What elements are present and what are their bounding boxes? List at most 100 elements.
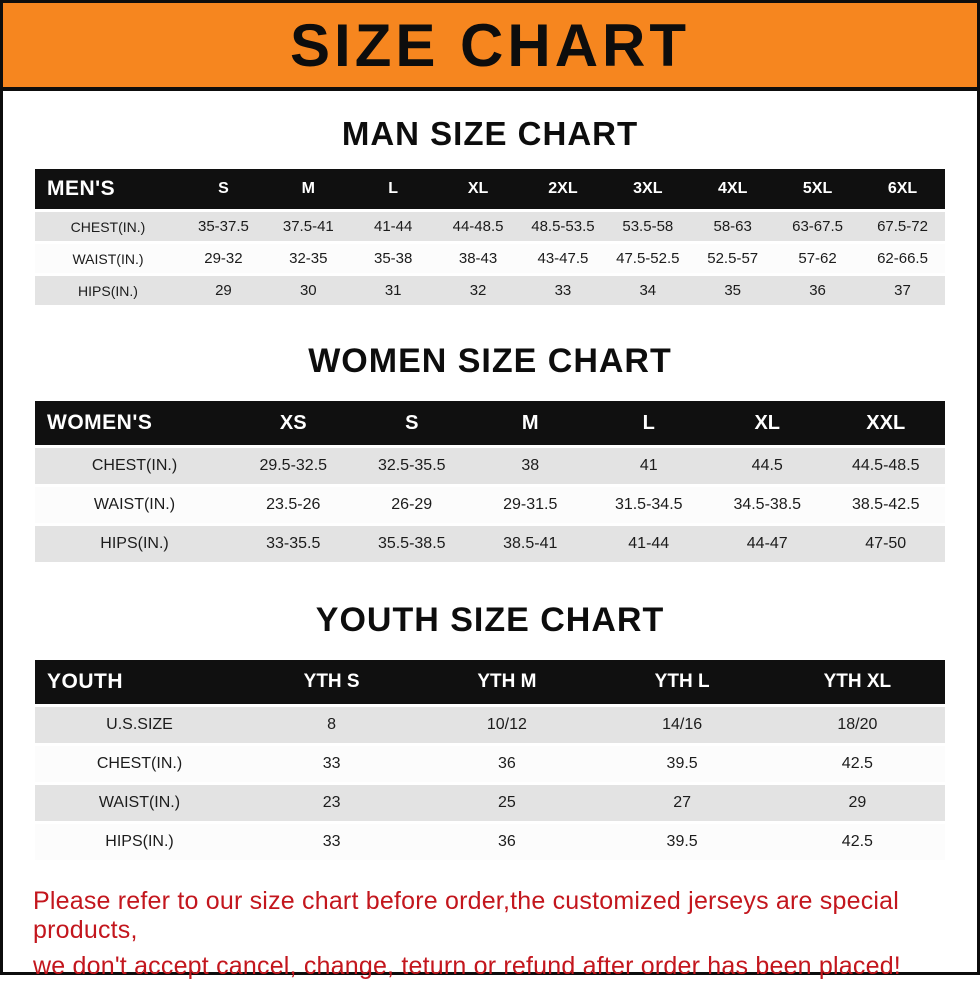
size-column-header: 2XL [520, 169, 606, 209]
size-column-header: 6XL [860, 169, 945, 209]
size-column-header: XL [708, 401, 827, 445]
size-value: 34.5-38.5 [708, 487, 827, 523]
size-value: 25 [419, 785, 595, 821]
size-value: 47.5-52.5 [605, 244, 691, 273]
size-value: 36 [775, 276, 860, 305]
table-corner-label: WOMEN'S [35, 401, 234, 445]
size-value: 8 [244, 707, 420, 743]
men-size-chart-section: MAN SIZE CHART MEN'S S M L XL 2XL 3XL 4XL 5XL 6XL… [3, 115, 977, 308]
size-value: 57-62 [775, 244, 860, 273]
size-value: 26-29 [352, 487, 471, 523]
size-value: 38.5-41 [471, 526, 590, 562]
size-value: 63-67.5 [775, 212, 860, 241]
table-header-row: YOUTH YTH S YTH M YTH L YTH XL [35, 660, 945, 704]
size-column-header: YTH L [594, 660, 770, 704]
size-value: 41-44 [350, 212, 436, 241]
size-value: 42.5 [769, 746, 945, 782]
youth-size-chart-section: YOUTH SIZE CHART YOUTH YTH S YTH M YTH L YTH… [3, 601, 977, 863]
size-value: 31 [350, 276, 436, 305]
row-label: HIPS(IN.) [35, 526, 234, 562]
table-row: CHEST(IN.) 33 36 39.5 42.5 [35, 746, 945, 782]
size-value: 29 [181, 276, 266, 305]
size-column-header: L [589, 401, 708, 445]
men-section-title: MAN SIZE CHART [341, 115, 639, 152]
table-corner-label: MEN'S [35, 169, 181, 209]
size-column-header: M [471, 401, 590, 445]
size-column-header: YTH M [419, 660, 595, 704]
size-column-header: YTH XL [769, 660, 945, 704]
size-value: 58-63 [690, 212, 776, 241]
page-title: SIZE CHART [290, 11, 690, 79]
table-corner-label: YOUTH [35, 660, 244, 704]
table-row: WAIST(IN.) 29-32 32-35 35-38 38-43 43-47.5 47.… [35, 244, 945, 273]
banner: SIZE CHART [3, 3, 977, 91]
size-value: 32 [435, 276, 521, 305]
size-value: 41-44 [589, 526, 708, 562]
size-value: 62-66.5 [860, 244, 945, 273]
size-value: 44.5 [708, 448, 827, 484]
size-value: 35 [690, 276, 776, 305]
size-value: 41 [589, 448, 708, 484]
size-column-header: M [265, 169, 351, 209]
row-label: WAIST(IN.) [35, 244, 181, 273]
table-row: HIPS(IN.) 33-35.5 35.5-38.5 38.5-41 41-44 44-… [35, 526, 945, 562]
size-column-header: 3XL [605, 169, 691, 209]
youth-section-title: YOUTH SIZE CHART [315, 601, 665, 639]
size-value: 39.5 [594, 824, 770, 860]
size-value: 43-47.5 [520, 244, 606, 273]
size-value: 44-48.5 [435, 212, 521, 241]
row-label: WAIST(IN.) [35, 785, 244, 821]
table-row: WAIST(IN.) 23.5-26 26-29 29-31.5 31.5-34.5 34… [35, 487, 945, 523]
size-value: 14/16 [594, 707, 770, 743]
size-value: 67.5-72 [860, 212, 945, 241]
table-header-row: MEN'S S M L XL 2XL 3XL 4XL 5XL 6XL [35, 169, 945, 209]
table-row: U.S.SIZE 8 10/12 14/16 18/20 [35, 707, 945, 743]
size-value: 37 [860, 276, 945, 305]
men-size-table: MEN'S S M L XL 2XL 3XL 4XL 5XL 6XL CHEST(IN.) 35-37… [35, 166, 945, 308]
size-value: 35-38 [350, 244, 436, 273]
size-column-header: S [352, 401, 471, 445]
size-column-header: 5XL [775, 169, 860, 209]
size-value: 35-37.5 [181, 212, 266, 241]
size-value: 53.5-58 [605, 212, 691, 241]
row-label: HIPS(IN.) [35, 824, 244, 860]
table-header-row: WOMEN'S XS S M L XL XXL [35, 401, 945, 445]
size-value: 39.5 [594, 746, 770, 782]
order-note: Please refer to our size chart before or… [33, 887, 977, 981]
size-value: 37.5-41 [265, 212, 351, 241]
size-value: 34 [605, 276, 691, 305]
note-line-1: Please refer to our size chart before or… [33, 887, 900, 944]
size-value: 33 [520, 276, 606, 305]
size-value: 31.5-34.5 [589, 487, 708, 523]
size-column-header: XXL [826, 401, 945, 445]
size-value: 23 [244, 785, 420, 821]
size-value: 32.5-35.5 [352, 448, 471, 484]
table-row: CHEST(IN.) 35-37.5 37.5-41 41-44 44-48.5 48.5… [35, 212, 945, 241]
size-value: 33 [244, 746, 420, 782]
size-column-header: S [181, 169, 266, 209]
size-value: 27 [594, 785, 770, 821]
size-value: 47-50 [826, 526, 945, 562]
women-size-table: WOMEN'S XS S M L XL XXL CHEST(IN.) 29.5-32.5 32.5… [35, 398, 945, 565]
row-label: CHEST(IN.) [35, 212, 181, 241]
size-value: 38 [471, 448, 590, 484]
size-value: 29 [769, 785, 945, 821]
size-value: 33-35.5 [234, 526, 353, 562]
row-label: CHEST(IN.) [35, 746, 244, 782]
table-row: CHEST(IN.) 29.5-32.5 32.5-35.5 38 41 44.5 44.5… [35, 448, 945, 484]
size-value: 23.5-26 [234, 487, 353, 523]
size-value: 29-31.5 [471, 487, 590, 523]
size-column-header: XS [234, 401, 353, 445]
women-section-title: WOMEN SIZE CHART [308, 342, 672, 380]
size-value: 38.5-42.5 [826, 487, 945, 523]
row-label: CHEST(IN.) [35, 448, 234, 484]
table-row: HIPS(IN.) 29 30 31 32 33 34 35 36 37 [35, 276, 945, 305]
size-value: 42.5 [769, 824, 945, 860]
size-column-header: L [350, 169, 436, 209]
youth-size-table: YOUTH YTH S YTH M YTH L YTH XL U.S.SIZE 8 10/12… [35, 657, 945, 863]
size-value: 32-35 [265, 244, 351, 273]
size-value: 10/12 [419, 707, 595, 743]
size-column-header: 4XL [690, 169, 776, 209]
size-value: 44.5-48.5 [826, 448, 945, 484]
